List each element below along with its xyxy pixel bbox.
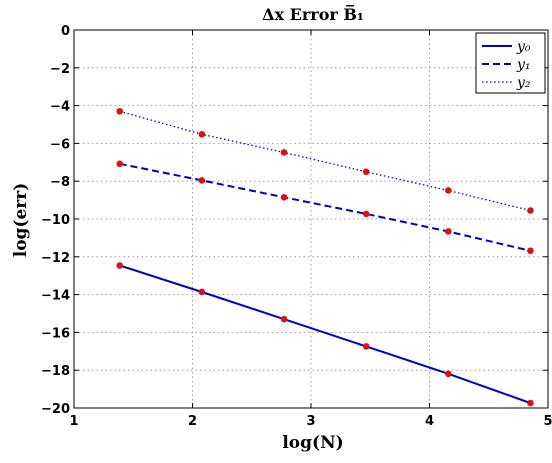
data-point-y0	[362, 343, 370, 350]
data-point-y1	[116, 160, 124, 168]
y-tick-label: −6	[50, 137, 70, 152]
data-point-y1	[527, 247, 534, 255]
x-tick-label: 3	[306, 414, 315, 429]
series-line-y2	[119, 110, 531, 212]
x-tick-label: 5	[543, 414, 552, 429]
series-line-y1	[119, 162, 531, 252]
y-tick-label: −4	[50, 100, 70, 115]
data-point-y2	[116, 107, 124, 115]
data-point-y0	[116, 262, 124, 269]
x-tick-label: 4	[425, 414, 434, 429]
y-tick-label: −8	[50, 175, 70, 190]
axis-ticks: 1 2 3 4 5 0 −2 −4 −6 −8 −10 −12 −14 −16 −18 −20	[41, 24, 552, 429]
legend: y₀ y₁ y₂	[475, 32, 546, 94]
data-point-y1	[198, 177, 206, 184]
legend-label-y2: y₂	[516, 75, 531, 91]
series-line-y0	[119, 264, 531, 405]
legend-label-y1: y₁	[516, 57, 531, 73]
y-tick-label: −10	[41, 213, 70, 228]
data-point-y0	[527, 399, 534, 407]
y-tick-label: −12	[41, 251, 70, 266]
data-point-y0	[445, 370, 452, 378]
y-tick-label: 0	[61, 24, 70, 39]
data-point-y1	[445, 228, 452, 235]
data-point-y2	[445, 187, 452, 194]
y-tick-label: −20	[41, 402, 70, 417]
y-tick-label: −18	[41, 364, 70, 379]
y-axis-label: log(err)	[11, 183, 31, 258]
grid-lines	[74, 30, 548, 408]
data-point-y2	[362, 168, 370, 176]
legend-label-y0: y₀	[516, 39, 531, 55]
x-tick-label: 1	[69, 414, 78, 429]
data-point-y2	[527, 207, 534, 214]
y-tick-label: −14	[41, 289, 70, 304]
data-point-y1	[362, 210, 370, 218]
data-point-y2	[280, 149, 288, 156]
chart-title: Δx Error B̅₁	[262, 4, 364, 24]
series-group	[116, 107, 534, 407]
data-point-y2	[198, 131, 206, 138]
data-point-y1	[280, 193, 288, 201]
data-point-y0	[198, 288, 206, 296]
y-tick-label: −2	[50, 62, 70, 77]
x-tick-label: 2	[188, 414, 197, 429]
data-point-y0	[280, 315, 288, 323]
x-axis-label: log(N)	[282, 433, 343, 453]
y-tick-label: −16	[41, 326, 70, 341]
